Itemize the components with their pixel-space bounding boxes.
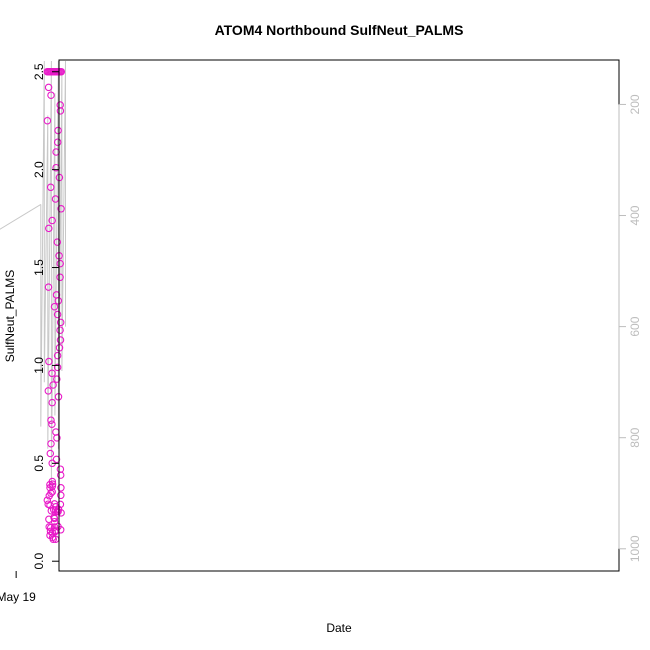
data-point [56,318,65,327]
right-y-tick-label: 400 [628,205,642,225]
data-point [43,116,52,125]
y-axis-label: SulfNeut_PALMS [3,270,17,363]
data-point [57,484,65,492]
data-point [48,369,56,378]
data-point [45,515,53,524]
altitude-tracks [0,60,66,483]
y-tick-label: 1.5 [32,259,46,276]
right-y-tick-label: 1000 [628,535,642,562]
data-point [52,455,61,464]
y-tick-label: 2.5 [32,63,46,80]
right-y-tick-label: 200 [628,94,642,114]
data-point [53,434,61,442]
data-point [53,507,61,515]
y-axis-right: 200 400 600 800 1000 [618,94,642,562]
data-point [45,357,53,366]
data-point [49,381,57,389]
data-point [56,336,65,344]
y-tick-label: 1.0 [32,357,46,374]
right-y-tick-label: 800 [628,427,642,447]
altitude-connector-4 [0,203,42,230]
data-point [54,297,63,305]
data-point [44,283,53,291]
data-point [46,183,55,192]
data-point [46,480,54,489]
plot-frame [58,59,620,572]
chart-title: ATOM4 Northbound SulfNeut_PALMS [215,22,464,38]
data-point [53,238,62,246]
data-point [56,107,65,115]
data-point [57,205,65,213]
data-point [44,83,53,92]
data-point [53,363,62,372]
y-axis: 0.0 0.5 1.0 1.5 2.0 2.5 [32,63,59,570]
data-point [45,224,53,233]
data-point [54,522,62,531]
x-tick-label: May 19 [0,590,36,604]
data-point [46,531,54,540]
data-point [57,491,65,500]
data-point [50,302,59,311]
data-point [56,471,65,479]
right-y-tick-label: 600 [628,316,642,336]
data-point [47,506,56,515]
x-axis-label: Date [326,621,352,635]
y-tick-label: 0.0 [32,553,46,570]
data-point [46,449,55,458]
data-point [47,416,55,424]
data-point [46,501,54,509]
data-point [56,259,64,268]
data-point [48,398,56,407]
data-point [51,195,60,203]
y-tick-label: 0.5 [32,455,46,472]
data-point [56,273,64,282]
x-axis: May 11May 13May 15May 17May 19 [0,571,36,604]
data-point [47,439,55,448]
data-point [53,138,62,146]
data-point [45,492,54,500]
data-point [45,523,53,531]
data-point [48,420,56,428]
data-point [50,513,58,522]
y-tick-label: 2.0 [32,161,46,178]
data-point [54,126,62,135]
data-point [53,310,62,319]
data-point [48,216,56,225]
altitude-track-5 [40,60,66,483]
data-point [56,326,64,334]
data-point [53,351,62,360]
data-point [46,483,54,492]
data-point [53,375,61,383]
data-point [47,91,55,99]
data-point [44,387,53,395]
